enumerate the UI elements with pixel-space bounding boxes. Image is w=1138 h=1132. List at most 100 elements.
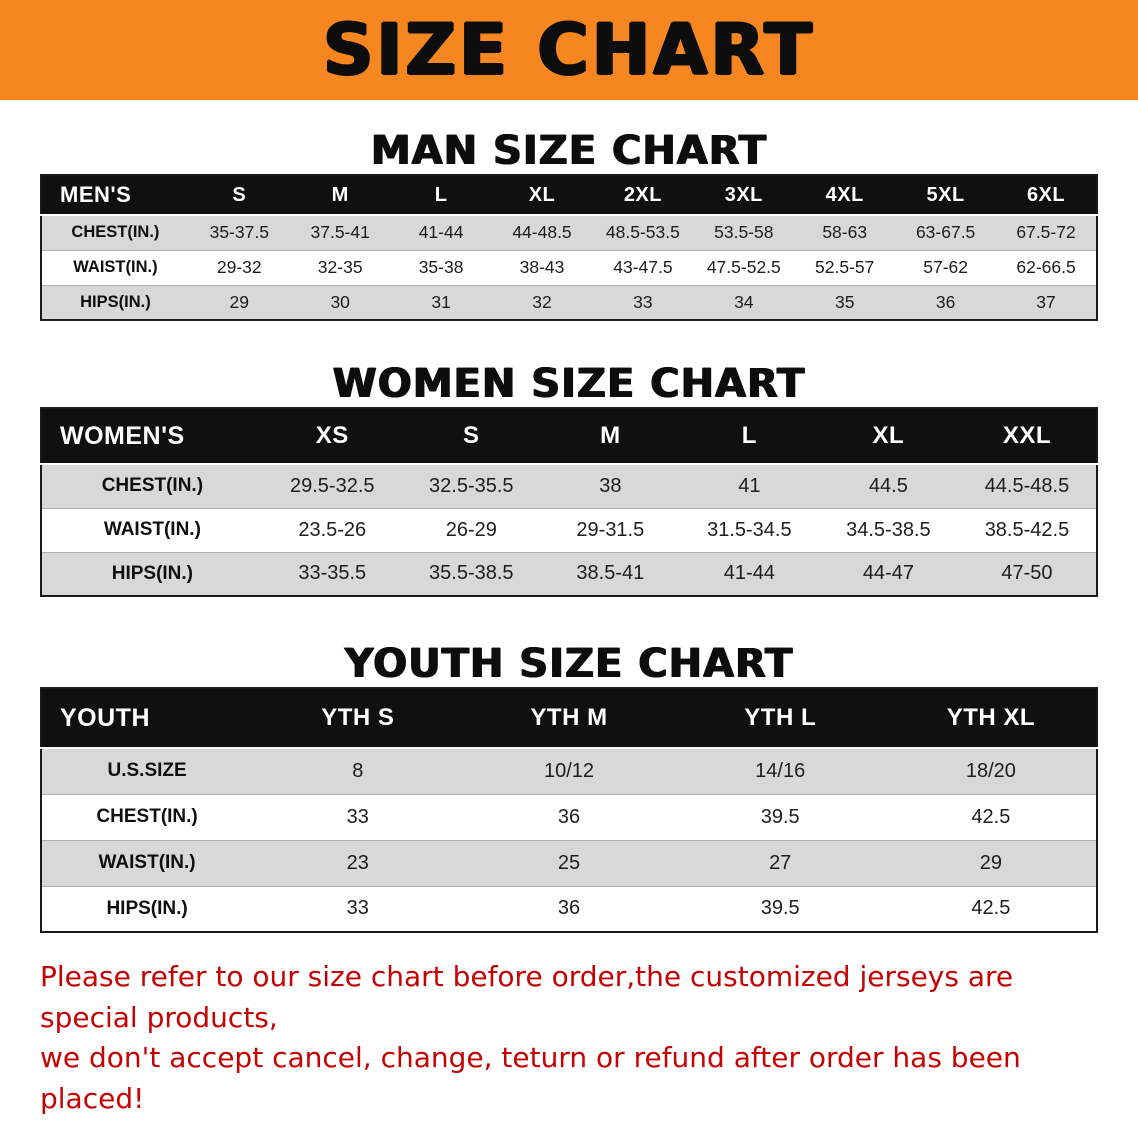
value-cell: 37.5-41	[310, 222, 370, 243]
value-cell: 42.5	[971, 805, 1011, 828]
men-size-header: M	[331, 183, 349, 206]
value-cell: 62-66.5	[1016, 257, 1076, 277]
value-cell: 35.5-38.5	[429, 562, 514, 585]
value-cell: 36	[557, 805, 581, 828]
youth-measurement-row: U.S.SIZE 8 10/12 14/16 18/20	[41, 748, 1097, 794]
value-cell: 57-62	[923, 257, 968, 277]
men-size-header: 3XL	[724, 183, 763, 206]
value-cell: 33-35.5	[298, 562, 367, 585]
value-cell: 53.5-58	[714, 222, 774, 243]
value-cell: 41-44	[723, 562, 775, 585]
men-measurement-row: CHEST(IN.) 35-37.5 37.5-41 41-44 44-48.5 48.5…	[41, 215, 1097, 250]
value-cell: 33	[346, 805, 369, 828]
value-cell: 42.5	[971, 897, 1011, 920]
value-cell: 35	[834, 291, 855, 312]
value-cell: 33	[633, 291, 653, 312]
value-cell: 41	[738, 474, 761, 497]
value-cell: 48.5-53.5	[605, 222, 680, 243]
value-cell: 8	[352, 759, 364, 782]
value-cell: 31.5-34.5	[707, 518, 792, 541]
value-cell: 25	[557, 851, 581, 874]
disclaimer: Please refer to our size chart before or…	[40, 957, 1098, 1119]
value-cell: 29.5-32.5	[290, 474, 375, 497]
value-cell: 33	[346, 897, 369, 920]
value-cell: 29-32	[216, 257, 262, 277]
disclaimer-line-1: Please refer to our size chart before or…	[40, 960, 1014, 1034]
value-cell: 44.5-48.5	[984, 474, 1070, 497]
row-label: U.S.SIZE	[107, 760, 187, 782]
row-label: WAIST(IN.)	[98, 852, 196, 873]
women-size-header: S	[463, 422, 480, 449]
youth-table-body: U.S.SIZE 8 10/12 14/16 18/20 CHEST(IN.) 33 36 39…	[41, 748, 1097, 932]
value-cell: 38.5-42.5	[984, 518, 1070, 541]
women-table-title: WOMEN'S	[60, 421, 185, 450]
value-cell: 23.5-26	[298, 518, 367, 541]
value-cell: 41-44	[418, 222, 464, 243]
value-cell: 63-67.5	[915, 222, 976, 243]
men-measurement-row: WAIST(IN.) 29-32 32-35 35-38 38-43 43-47.5 47.…	[41, 250, 1097, 285]
youth-size-header: YTH S	[321, 704, 395, 731]
size-chart-banner: SIZE CHART	[0, 0, 1138, 100]
men-size-header: L	[434, 183, 448, 206]
value-cell: 32.5-35.5	[429, 474, 514, 497]
row-label: WAIST(IN.)	[103, 519, 201, 540]
value-cell: 38-43	[519, 257, 565, 277]
women-measurement-row: CHEST(IN.) 29.5-32.5 32.5-35.5 38 41 44.5 44.5…	[41, 464, 1097, 508]
row-label: HIPS(IN.)	[106, 897, 188, 919]
value-cell: 10/12	[543, 759, 595, 782]
disclaimer-line-2: we don't accept cancel, change, teturn o…	[40, 1041, 1021, 1115]
youth-size-header: YTH M	[530, 704, 608, 731]
value-cell: 44-47	[862, 562, 914, 585]
value-cell: 26-29	[445, 518, 497, 541]
value-cell: 67.5-72	[1016, 222, 1076, 243]
men-measurement-row: HIPS(IN.) 29 30 31 32 33 34 35 36 37	[41, 285, 1097, 320]
men-size-header: 5XL	[926, 183, 965, 206]
value-cell: 39.5	[760, 897, 800, 920]
women-measurement-row: WAIST(IN.) 23.5-26 26-29 29-31.5 31.5-34.5 34…	[41, 508, 1097, 552]
row-label: CHEST(IN.)	[96, 806, 198, 827]
women-size-header: XL	[872, 422, 905, 449]
youth-size-header: YTH L	[744, 704, 817, 731]
value-cell: 36	[557, 897, 581, 920]
value-cell: 32-35	[317, 257, 363, 277]
youth-measurement-row: HIPS(IN.) 33 36 39.5 42.5	[41, 886, 1097, 932]
youth-size-header: YTH XL	[946, 704, 1036, 731]
youth-size-table: YOUTH YTH S YTH M YTH L YTH XL U.S.SIZE 8 10/1…	[40, 687, 1098, 933]
women-size-header: M	[600, 422, 621, 449]
value-cell: 38	[599, 474, 622, 497]
row-label: HIPS(IN.)	[111, 562, 194, 584]
men-size-header: XL	[528, 183, 556, 206]
value-cell: 14/16	[755, 759, 806, 782]
value-cell: 18/20	[965, 759, 1016, 782]
youth-table-title: YOUTH	[60, 703, 150, 732]
value-cell: 47.5-52.5	[706, 257, 781, 277]
value-cell: 52.5-57	[815, 257, 875, 277]
women-size-header: XS	[315, 422, 349, 449]
row-label: CHEST(IN.)	[101, 475, 204, 497]
men-section-heading: MAN SIZE CHART	[370, 128, 768, 174]
youth-measurement-row: CHEST(IN.) 33 36 39.5 42.5	[41, 794, 1097, 840]
women-size-header: XXL	[1002, 422, 1052, 449]
value-cell: 29	[979, 851, 1003, 874]
women-section-heading: WOMEN SIZE CHART	[332, 361, 806, 407]
value-cell: 38.5-41	[576, 562, 645, 585]
value-cell: 37	[1036, 291, 1056, 312]
value-cell: 31	[431, 291, 451, 312]
value-cell: 29	[229, 291, 250, 312]
value-cell: 32	[532, 291, 552, 312]
value-cell: 39.5	[760, 805, 800, 828]
women-size-table: WOMEN'S XS S M L XL XXL CHEST(IN.) 29.5-32.5 32.…	[40, 407, 1098, 597]
value-cell: 44-48.5	[512, 222, 572, 243]
men-size-table: MEN'S S M L XL 2XL 3XL 4XL 5XL 6XL CHEST(IN.) 35-3…	[40, 174, 1098, 321]
men-header-row: MEN'S S M L XL 2XL 3XL 4XL 5XL 6XL	[41, 175, 1097, 215]
youth-section-heading: YOUTH SIZE CHART	[344, 641, 794, 687]
banner-title: SIZE CHART	[322, 9, 816, 91]
value-cell: 23	[346, 851, 369, 874]
value-cell: 58-63	[822, 222, 868, 243]
value-cell: 30	[330, 291, 350, 312]
women-header-row: WOMEN'S XS S M L XL XXL	[41, 408, 1097, 464]
women-size-header: L	[741, 422, 757, 449]
men-size-header: 2XL	[623, 183, 662, 206]
value-cell: 43-47.5	[613, 257, 673, 277]
value-cell: 35-38	[418, 257, 464, 277]
